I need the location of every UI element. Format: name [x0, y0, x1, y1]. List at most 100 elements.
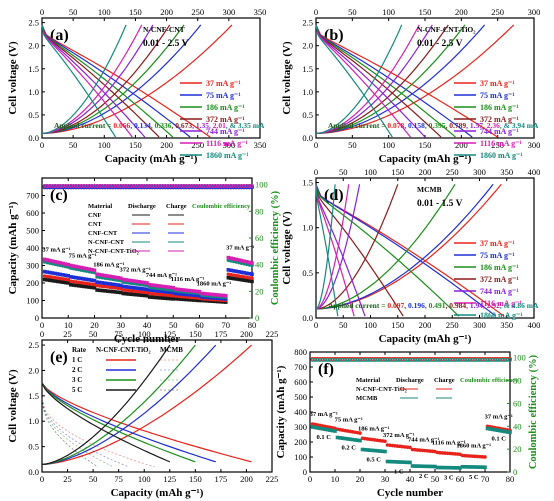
charge-curve-1: [315, 24, 486, 134]
capacity-point: [189, 289, 194, 293]
charge-curve-4: [315, 24, 433, 134]
y-tick-label: 0.5: [28, 110, 39, 120]
capacity-point: [45, 278, 50, 282]
panel-e: 0 0 25 25 50 50 75 75 100 100 125 125 150 150 175 175 20…: [7, 329, 278, 499]
capacity-point: [343, 436, 347, 441]
capacity-point: [108, 289, 113, 294]
capacity-point: [333, 429, 337, 433]
x-tick-label: 350: [254, 140, 267, 150]
capacity-point: [95, 280, 99, 284]
capacity-point: [440, 465, 445, 470]
capacity-point: [216, 293, 220, 297]
x-tick-label: 20: [356, 474, 365, 484]
legend-header: Charge: [434, 377, 455, 384]
c-rate-label: 2 C: [419, 473, 429, 480]
legend-label: 1 C: [72, 356, 82, 364]
capacity-point: [388, 459, 392, 464]
capacity-point: [443, 465, 447, 470]
legend-label: 3 C: [72, 376, 82, 384]
capacity-point: [147, 291, 152, 296]
capacity-point: [97, 288, 102, 293]
capacity-point: [187, 297, 191, 302]
y-tick-label: 200: [294, 437, 307, 447]
legend-label: 186 mA g⁻¹: [480, 103, 519, 112]
x-tick-label: 0: [314, 140, 318, 150]
x-tick-label: 200: [419, 320, 432, 330]
y-axis-label: Cell voltage (V): [7, 41, 19, 115]
x-axis-label: Capacity (mAh g⁻¹): [379, 333, 472, 345]
capacity-point: [90, 278, 94, 282]
capacity-point: [74, 283, 78, 288]
y-tick-label: 800: [294, 347, 307, 357]
x-tick-label: 100: [364, 320, 377, 330]
capacity-point: [189, 298, 194, 302]
capacity-point: [192, 298, 197, 302]
legend-header: MCMB: [160, 346, 183, 354]
capacity-point: [383, 449, 387, 454]
legend-label: 1860 mA g⁻¹: [206, 151, 249, 160]
capacity-point: [42, 277, 47, 282]
x-tick-label: 150: [419, 140, 432, 150]
discharge-curve-0: [315, 24, 499, 138]
charge-curve-6: [315, 24, 403, 134]
y-tick-label: 500: [294, 392, 307, 402]
capacity-point: [42, 269, 47, 274]
capacity-point: [448, 465, 452, 470]
capacity-point: [97, 280, 102, 285]
x-tick-label: 150: [391, 320, 404, 330]
capacity-point: [405, 460, 410, 465]
plot-frame: [41, 339, 273, 473]
capacity-point: [168, 296, 173, 301]
capacity-point: [418, 464, 422, 468]
capacity-point: [87, 282, 92, 286]
capacity-point: [425, 464, 430, 469]
x-tick-label: 25: [63, 474, 72, 484]
capacity-point: [48, 278, 52, 283]
y-tick-label: 600: [26, 208, 39, 218]
capacity-point: [71, 283, 76, 287]
x-tick-label: 0: [314, 320, 318, 330]
discharge-curve-1: [315, 24, 473, 138]
capacity-point: [503, 429, 507, 434]
discharge-curve-1: [315, 184, 497, 317]
capacity-point: [363, 447, 367, 452]
rate-label: 1116 mA g⁻¹: [171, 276, 205, 283]
capacity-point: [184, 297, 189, 302]
plot-frame: [309, 351, 511, 473]
capacity-point: [370, 448, 375, 453]
x-tick-label-top: 0: [314, 7, 318, 17]
capacity-point: [244, 278, 249, 283]
x-tick-label-top: 400: [528, 167, 541, 177]
capacity-point: [79, 276, 84, 281]
y-tick-label: 0.0: [302, 133, 313, 143]
discharge-curve-0: [41, 382, 252, 463]
capacity-point: [69, 275, 73, 279]
material-annotation: MCMB: [417, 185, 442, 194]
capacity-point: [226, 275, 231, 280]
capacity-point: [124, 278, 128, 282]
capacity-point: [415, 464, 420, 468]
x-tick-label: 100: [138, 474, 151, 484]
charge-curve-5: [41, 24, 143, 134]
capacity-point: [433, 464, 437, 469]
capacity-point: [87, 277, 92, 282]
capacity-point: [124, 288, 128, 293]
x-tick-label: 200: [160, 140, 173, 150]
y-tick-label: 1.5: [28, 64, 39, 74]
rate-label: 37 mA g⁻¹: [226, 245, 254, 252]
charge-curve-1: [41, 24, 202, 134]
discharge-curve-4: [315, 24, 426, 138]
x-tick-label-top: 200: [240, 329, 253, 339]
legend-material: CNF-CNT: [88, 230, 118, 237]
capacity-point: [158, 296, 162, 300]
y-tick-label: 300: [26, 261, 39, 271]
x-tick-label: 75: [114, 474, 123, 484]
y-tick-label: 700: [26, 191, 39, 201]
capacity-point: [76, 276, 81, 280]
x-tick-label-top: 100: [138, 329, 151, 339]
capacity-point: [330, 428, 335, 433]
legend-label: 186 mA g⁻¹: [480, 263, 519, 272]
legend-header: Coulombic efficiency: [460, 377, 519, 384]
capacity-point: [129, 278, 134, 283]
y2-tick-label: 80: [513, 376, 522, 386]
